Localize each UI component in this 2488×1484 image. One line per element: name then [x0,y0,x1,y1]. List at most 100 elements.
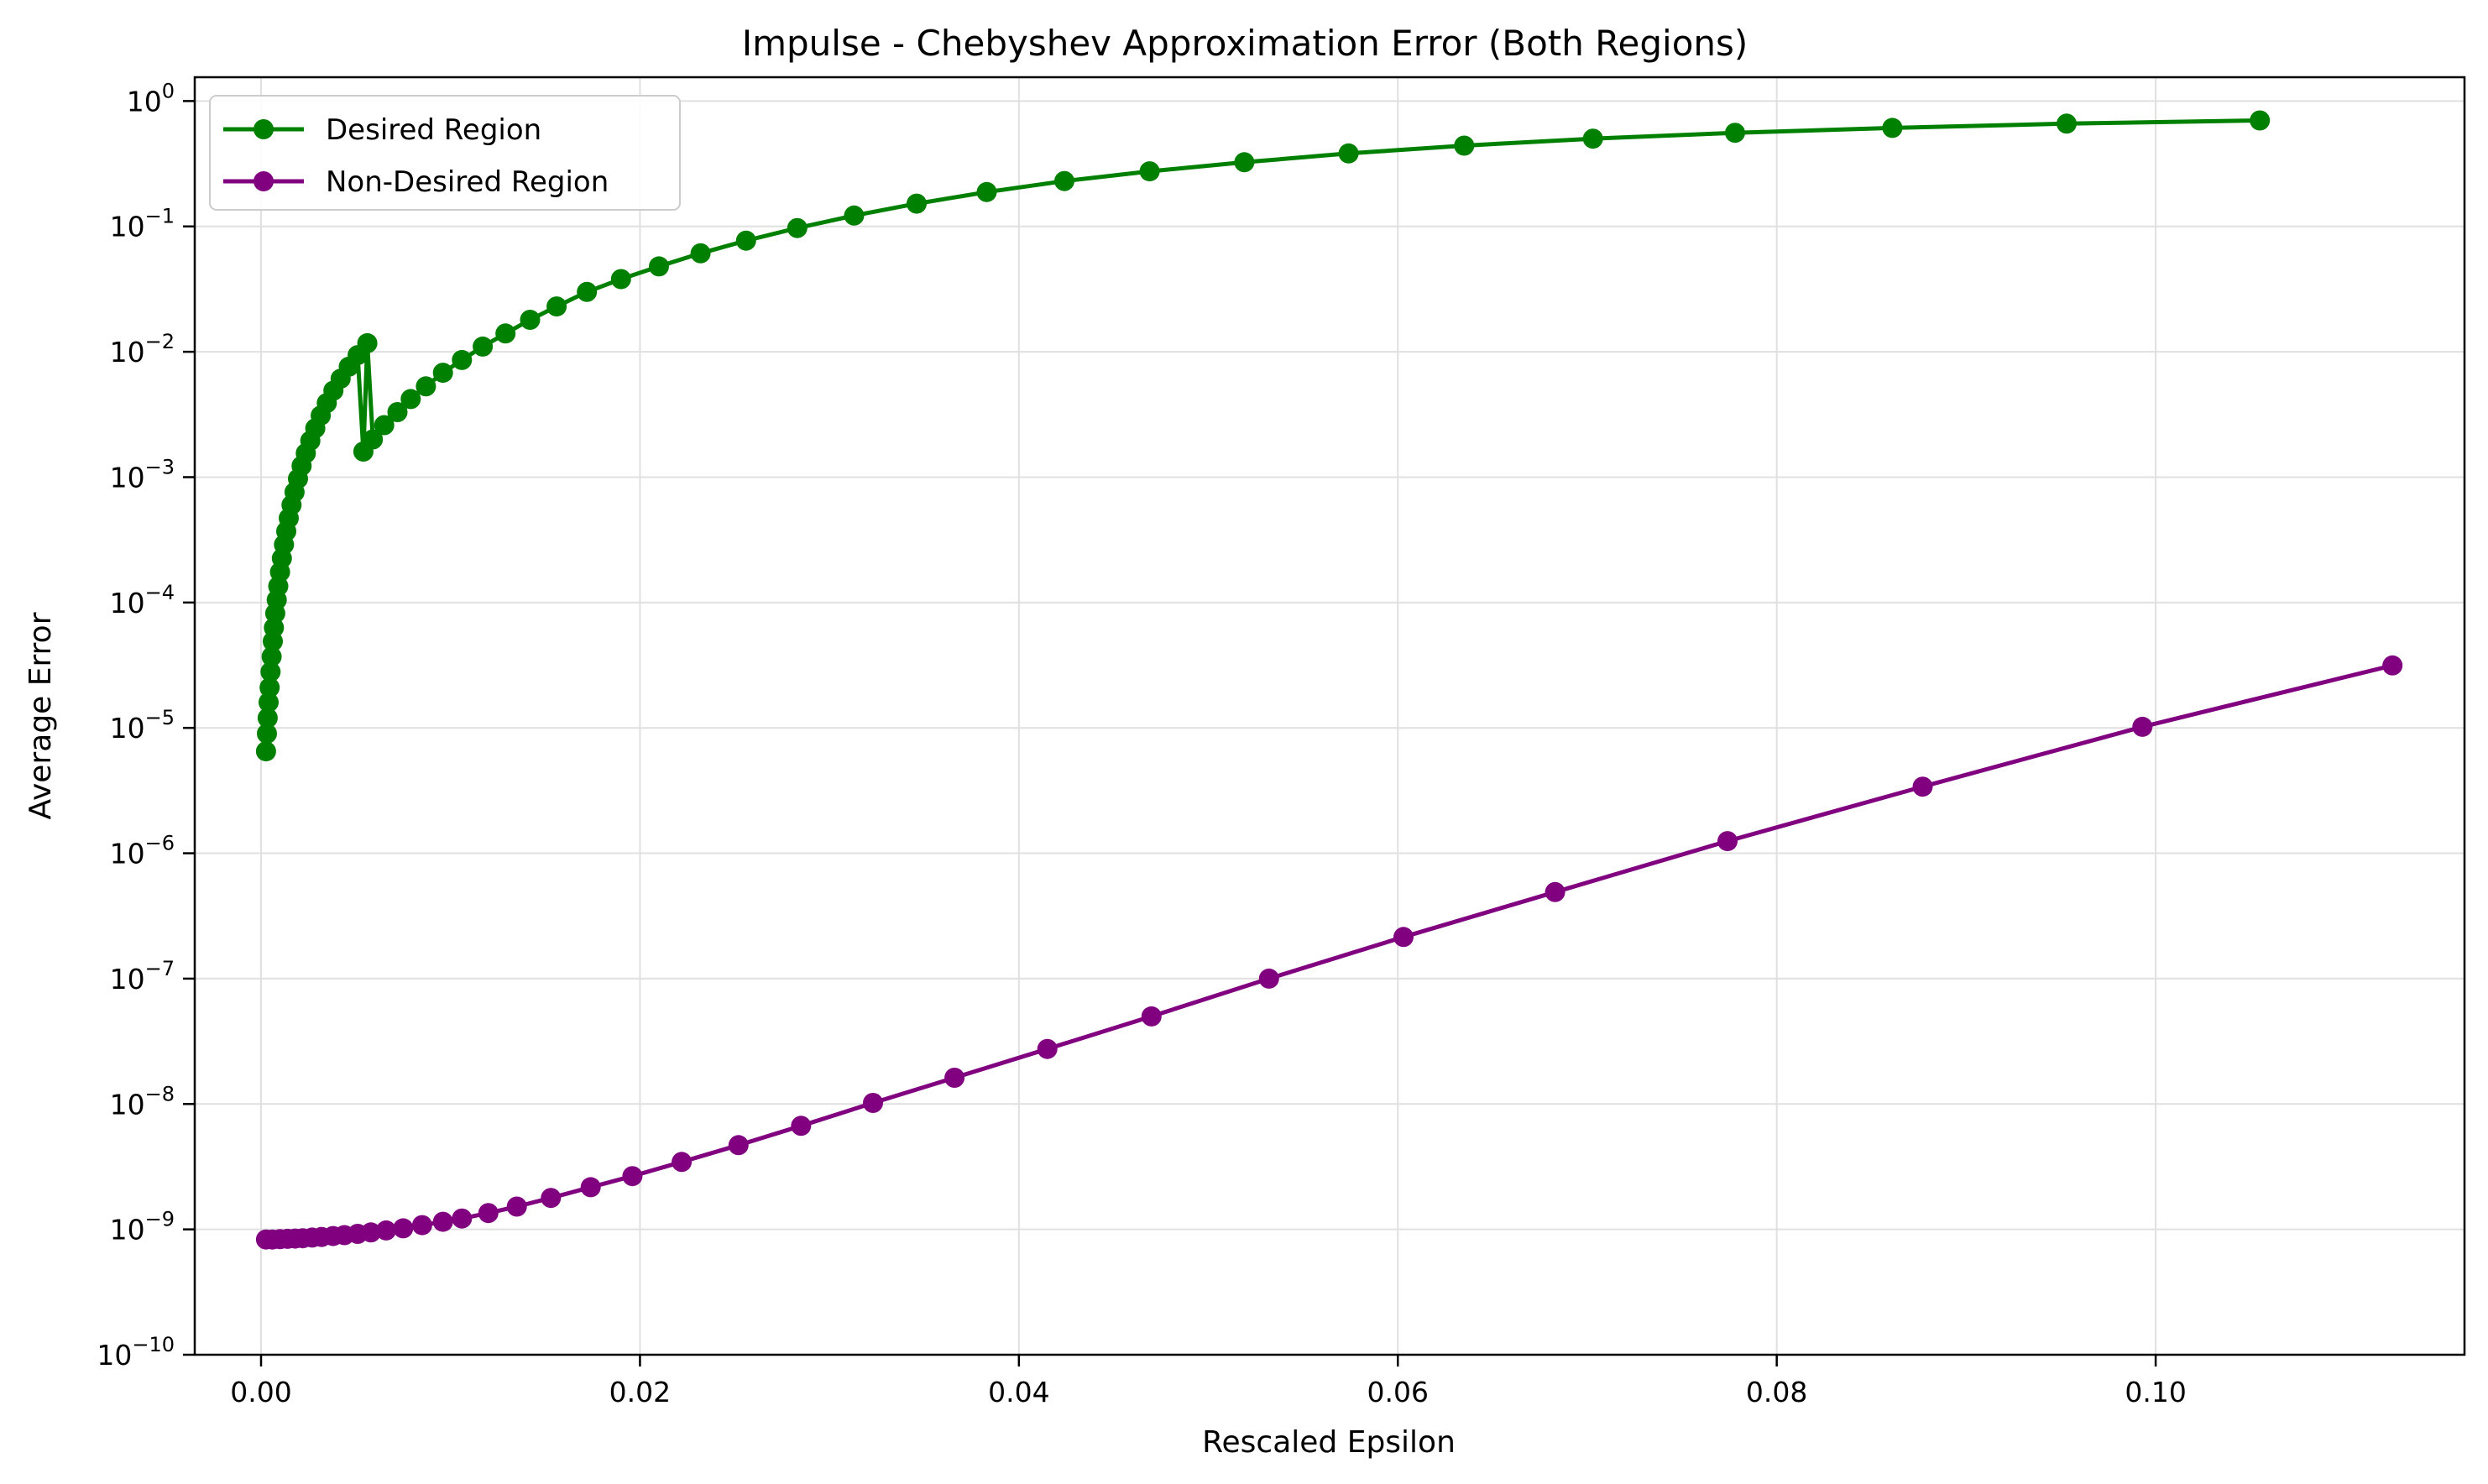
data-point [1234,152,1255,173]
y-tick-label: 10−3 [110,455,175,494]
data-point [416,376,436,397]
y-tick-base: 10 [110,211,145,243]
y-tick-base: 10 [110,1088,145,1121]
data-point [360,1222,381,1243]
grid [195,77,2464,1355]
data-point [1545,881,1565,902]
data-point [2382,655,2403,676]
y-tick-power: −8 [145,1082,175,1105]
data-point [577,281,598,302]
x-axis: 0.00 0.02 0.04 0.06 0.08 0.10 [230,1355,2187,1408]
data-point [1393,927,1414,948]
y-tick-power: −6 [145,832,175,855]
data-point [546,296,567,317]
data-point [863,1093,883,1113]
y-tick-base: 10 [127,85,162,118]
y-tick-label: 10−7 [110,957,175,995]
y-tick-power: −4 [145,581,175,604]
data-point [432,363,453,384]
y-tick-power: 0 [162,79,175,102]
y-tick-base: 10 [110,1214,145,1246]
y-tick-base: 10 [110,587,145,619]
data-point [1717,831,1738,852]
y-tick-label: 10−10 [97,1333,175,1372]
data-point [495,323,516,344]
y-tick-base: 10 [110,838,145,870]
y-tick-label: 100 [127,79,175,118]
data-point [452,349,473,370]
y-tick-base: 10 [110,963,145,995]
data-point [735,230,756,251]
data-point [580,1177,601,1198]
data-point [260,661,281,682]
y-tick-power: −3 [145,455,175,478]
plot-series [255,110,2403,1250]
data-point [363,429,384,450]
data-point [2132,716,2153,737]
data-point [1141,1006,1162,1027]
data-point [2250,110,2271,131]
y-tick-power: −2 [145,330,175,353]
data-point [672,1152,693,1173]
data-point [690,243,711,264]
data-point [432,1211,453,1232]
legend-marker [254,171,274,191]
legend: Desired Region Non-Desired Region [209,95,681,211]
y-tick-base: 10 [110,712,145,745]
data-point [610,269,631,290]
data-point [452,1208,473,1229]
data-point [393,1218,414,1239]
data-point [400,389,421,410]
data-point [376,1220,396,1241]
y-tick-label: 10−4 [110,581,175,619]
data-point [787,217,808,238]
data-point [791,1116,812,1137]
y-tick-power: −10 [132,1333,175,1356]
chart-title: Impulse - Chebyshev Approximation Error … [742,23,1748,64]
data-point [520,310,541,330]
data-point [259,692,279,713]
x-axis-label: Rescaled Epsilon [1202,1425,1456,1460]
y-tick-label: 10−6 [110,832,175,870]
y-tick-power: −9 [145,1208,175,1231]
y-tick-power: −5 [145,706,175,729]
data-point [255,741,276,762]
legend-marker [254,119,274,139]
data-point [1037,1038,1058,1059]
y-tick-power: −1 [145,205,175,228]
data-point [1139,161,1160,182]
series-1 [255,655,2403,1250]
data-point [261,646,282,667]
data-point [473,336,494,357]
data-point [976,181,997,202]
x-tick-label: 0.08 [1746,1376,1807,1408]
data-point [1725,123,1745,144]
y-tick-label: 10−9 [110,1208,175,1246]
data-point [478,1203,499,1224]
legend-box [209,95,681,211]
data-point [1338,143,1359,164]
y-tick-label: 10−5 [110,706,175,745]
data-point [844,205,865,226]
y-tick-label: 10−8 [110,1082,175,1121]
x-tick-label: 0.00 [230,1376,291,1408]
data-point [411,1215,432,1236]
y-tick-base: 10 [110,461,145,494]
data-point [257,724,277,744]
y-tick-base: 10 [110,336,145,368]
y-axis: 10010−110−210−310−410−510−610−710−810−91… [97,79,195,1372]
data-point [649,256,669,277]
y-axis-label: Average Error [24,612,58,819]
data-point [357,332,378,353]
data-point [1258,968,1279,989]
data-point [944,1068,965,1088]
y-tick-power: −7 [145,957,175,980]
data-point [1912,776,1933,797]
data-point [2057,113,2077,134]
y-tick-label: 10−2 [110,330,175,368]
x-tick-label: 0.02 [609,1376,671,1408]
data-point [541,1188,562,1209]
data-point [1582,128,1603,149]
